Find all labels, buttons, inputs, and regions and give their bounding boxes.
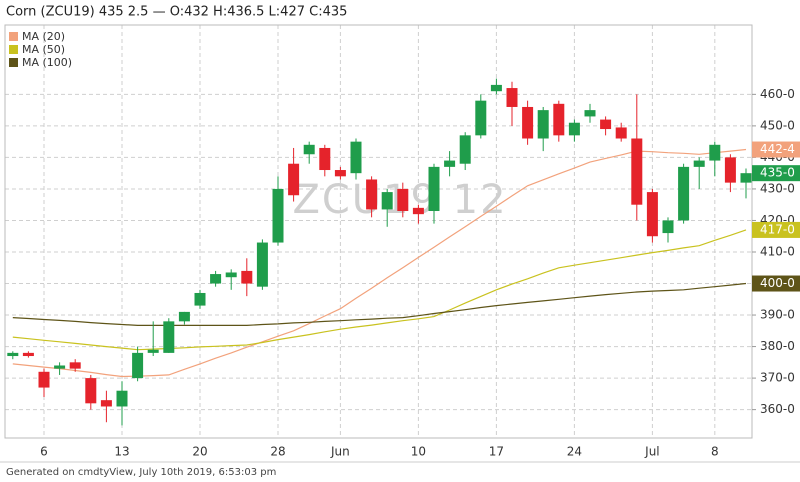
candle-body	[444, 160, 456, 167]
x-tick-label: 13	[114, 445, 129, 459]
candle-body	[600, 119, 612, 130]
candle-body	[147, 349, 159, 353]
candle-body	[678, 166, 690, 221]
price-label-box	[752, 221, 800, 238]
x-tick-label: Jul	[644, 445, 659, 459]
legend-label: MA (50)	[22, 43, 65, 56]
candle-body	[459, 135, 471, 164]
x-tick-label: 10	[411, 445, 426, 459]
candle-body	[194, 292, 206, 306]
candle-body	[256, 242, 268, 287]
candle-body	[319, 147, 331, 171]
legend-label: MA (20)	[22, 30, 65, 43]
price-label: 417-0	[760, 222, 795, 236]
candle-body	[381, 192, 393, 210]
candle-body	[631, 138, 643, 205]
candle-body	[522, 106, 534, 139]
legend-swatch	[9, 32, 18, 41]
y-tick-label: 460-0	[760, 87, 795, 101]
ma-line	[12, 282, 747, 326]
candle-body	[100, 400, 112, 407]
candle-body	[568, 122, 580, 136]
candle-body	[506, 88, 518, 107]
x-tick-label: 17	[489, 445, 504, 459]
y-tick-label: 380-0	[760, 339, 795, 353]
candle-body	[69, 362, 81, 369]
legend-swatch	[9, 45, 18, 54]
candle-body	[475, 100, 487, 136]
candle-body	[334, 170, 346, 177]
candle-body	[225, 272, 237, 278]
candle-body	[288, 163, 300, 196]
footer: Generated on cmdtyView, July 10th 2019, …	[6, 467, 276, 478]
candle-body	[22, 352, 34, 357]
marks	[7, 78, 752, 426]
candle-body	[163, 321, 175, 353]
candle-body	[412, 207, 424, 215]
candle-body	[85, 378, 97, 404]
y-tick-label: 410-0	[760, 244, 795, 258]
candle-body	[210, 274, 222, 284]
candle-body	[724, 157, 736, 183]
candle-body	[397, 188, 409, 212]
candle-body	[54, 365, 66, 369]
y-tick-label: 390-0	[760, 308, 795, 322]
x-tick-label: 28	[270, 445, 285, 459]
x-tick-label: 24	[567, 445, 582, 459]
y-tick-label: 360-0	[760, 402, 795, 416]
price-label: 435-0	[760, 166, 795, 180]
candle-body	[709, 144, 721, 161]
y-tick-label: 450-0	[760, 118, 795, 132]
chart-title: Corn (ZCU19) 435 2.5 — O:432 H:436.5 L:4…	[6, 5, 347, 20]
price-label: 442-4	[760, 142, 795, 156]
candle-body	[272, 188, 284, 243]
candle-body	[350, 141, 362, 174]
candle-body	[537, 110, 549, 139]
ma-line	[12, 229, 747, 351]
candle-body	[584, 110, 596, 117]
price-label-box	[752, 165, 800, 182]
legend-label: MA (100)	[22, 56, 72, 69]
candle-body	[241, 270, 253, 284]
y-tick-label: 430-0	[760, 181, 795, 195]
price-label-box	[752, 141, 800, 158]
candle-body	[662, 220, 674, 234]
candle-body	[615, 127, 627, 139]
x-tick-label: 6	[40, 445, 48, 459]
candle-body	[740, 173, 752, 183]
x-tick-label: 20	[192, 445, 207, 459]
legend-swatch	[9, 58, 18, 67]
price-label-box	[752, 275, 800, 292]
candle-body	[7, 352, 19, 357]
candle-body	[132, 352, 144, 379]
x-tick-label: 8	[711, 445, 719, 459]
candle-body	[428, 166, 440, 212]
candle-body	[646, 192, 658, 237]
x-tick-label: Jun	[330, 445, 350, 459]
candle-body	[490, 84, 502, 92]
candle-body	[366, 179, 378, 210]
candle-body	[303, 144, 315, 155]
candle-body	[553, 103, 565, 136]
candle-body	[693, 160, 705, 167]
candle-body	[38, 371, 50, 388]
y-tick-label: 370-0	[760, 371, 795, 385]
candle-body	[178, 311, 190, 322]
price-label: 400-0	[760, 276, 795, 290]
candle-body	[116, 390, 128, 407]
